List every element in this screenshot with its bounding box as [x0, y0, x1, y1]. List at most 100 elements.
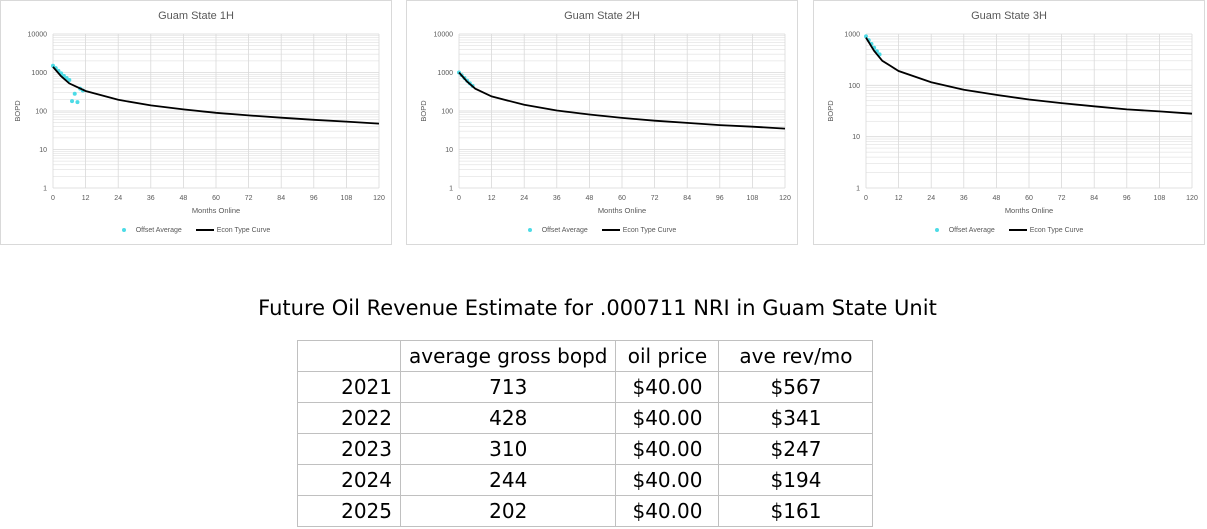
- x-tick-label: 84: [683, 195, 691, 202]
- y-tick-label: 10000: [28, 32, 48, 39]
- x-tick-label: 0: [457, 195, 461, 202]
- x-tick-label: 72: [651, 195, 659, 202]
- y-tick-label: 10: [852, 134, 860, 141]
- report-title: Future Oil Revenue Estimate for .000711 …: [258, 296, 937, 320]
- y-tick-label: 100: [35, 109, 47, 116]
- legend-item-econ: Econ Type Curve: [195, 227, 270, 234]
- table-row: 2023 310 $40.00 $247: [297, 433, 874, 465]
- legend-item-econ: Econ Type Curve: [601, 227, 676, 234]
- x-tick-label: 36: [147, 195, 155, 202]
- table-header-bopd: average gross bopd: [399, 340, 617, 372]
- y-axis-label: BOPD: [13, 100, 22, 122]
- table-cell-bopd: 428: [399, 402, 617, 434]
- x-tick-label: 12: [82, 195, 90, 202]
- x-tick-label: 120: [1186, 195, 1198, 202]
- econ-type-curve-line: [458, 71, 786, 130]
- table-cell-year: 2023: [297, 433, 401, 465]
- legend-item-econ: Econ Type Curve: [1008, 227, 1084, 234]
- chart-title: Guam State 1H: [158, 10, 234, 22]
- table-cell-year: 2022: [297, 402, 401, 434]
- table-cell-bopd: 202: [399, 495, 617, 527]
- x-tick-label: 24: [520, 195, 528, 202]
- legend-label: Offset Average: [541, 227, 588, 234]
- table-cell-rev: $161: [718, 495, 874, 527]
- legend-dot-icon: [934, 228, 939, 233]
- x-tick-label: 120: [779, 195, 791, 202]
- econ-type-curve-line: [865, 37, 1193, 115]
- econ-type-curve-line: [52, 66, 380, 125]
- y-tick-label: 10: [445, 147, 453, 154]
- y-tick-label: 1: [856, 186, 860, 193]
- x-tick-label: 60: [618, 195, 626, 202]
- legend-item-offset: Offset Average: [121, 227, 182, 234]
- table-cell-price: $40.00: [615, 371, 720, 403]
- legend-label: Offset Average: [948, 227, 995, 234]
- x-tick-label: 12: [488, 195, 496, 202]
- y-axis-label: BOPD: [826, 100, 835, 122]
- table-cell-price: $40.00: [615, 402, 720, 434]
- x-tick-label: 12: [895, 195, 903, 202]
- y-tick-label: 1000: [437, 70, 453, 77]
- legend-line-icon: [195, 229, 214, 232]
- table-row: 2022 428 $40.00 $341: [297, 402, 874, 434]
- chart-panel-1h: Guam State 1H 0 12 24 36 48 60 72 84 96 108 120 1 10…: [0, 0, 392, 245]
- x-axis-label: Months Online: [192, 206, 240, 215]
- legend-item-offset: Offset Average: [527, 227, 588, 234]
- x-tick-label: 96: [310, 195, 318, 202]
- offset-average-point: [864, 34, 868, 39]
- x-tick-label: 84: [277, 195, 285, 202]
- y-tick-label: 1: [449, 186, 453, 193]
- decline-chart-2h: 0 12 24 36 48 60 72 84 96 108 120110100100010000Mo…: [419, 32, 791, 216]
- x-tick-label: 24: [927, 195, 935, 202]
- table-cell-rev: $247: [718, 433, 874, 465]
- table-cell-bopd: 244: [399, 464, 617, 496]
- x-tick-label: 108: [747, 195, 759, 202]
- y-axis-label: BOPD: [419, 100, 428, 122]
- table-header-price: oil price: [615, 340, 720, 372]
- x-tick-label: 96: [716, 195, 724, 202]
- chart-legend: Offset Average Econ Type Curve: [1, 227, 391, 234]
- y-tick-label: 10: [39, 147, 47, 154]
- x-tick-label: 36: [553, 195, 561, 202]
- offset-average-point: [67, 77, 72, 82]
- x-tick-label: 108: [341, 195, 353, 202]
- legend-item-offset: Offset Average: [934, 227, 995, 234]
- table-header-rev: ave rev/mo: [718, 340, 874, 372]
- y-tick-label: 1000: [31, 70, 47, 77]
- x-tick-label: 72: [245, 195, 253, 202]
- x-tick-label: 24: [114, 195, 122, 202]
- table-cell-year: 2024: [297, 464, 401, 496]
- revenue-table: average gross bopd oil price ave rev/mo …: [297, 340, 874, 527]
- table-cell-rev: $341: [718, 402, 874, 434]
- legend-label: Econ Type Curve: [1029, 227, 1084, 234]
- y-tick-label: 100: [848, 83, 860, 90]
- table-cell-rev: $194: [718, 464, 874, 496]
- offset-average-point: [75, 100, 80, 105]
- legend-label: Offset Average: [135, 227, 182, 234]
- chart-panel-3h: Guam State 3H 0 12 24 36 48 60 72 84 96 108 120 1 10…: [813, 0, 1205, 245]
- decline-chart-1h: 0 12 24 36 48 60 72 84 96 108 120110100100010000Mo…: [13, 32, 385, 216]
- legend-line-icon: [601, 229, 620, 232]
- chart-title: Guam State 3H: [971, 10, 1047, 22]
- chart-title: Guam State 2H: [564, 10, 640, 22]
- table-row: 2025 202 $40.00 $161: [297, 495, 874, 527]
- chart-legend: Offset Average Econ Type Curve: [407, 227, 797, 234]
- table-cell-year: 2025: [297, 495, 401, 527]
- legend-dot-icon: [527, 228, 532, 233]
- x-tick-label: 120: [373, 195, 385, 202]
- x-tick-label: 0: [51, 195, 55, 202]
- decline-chart-3h: 0 12 24 36 48 60 72 84 96 108 1201101001000Months …: [826, 32, 1198, 216]
- chart-legend: Offset Average Econ Type Curve: [814, 227, 1204, 234]
- table-cell-price: $40.00: [615, 464, 720, 496]
- x-axis-label: Months Online: [598, 206, 646, 215]
- x-tick-label: 60: [212, 195, 220, 202]
- table-cell-bopd: 310: [399, 433, 617, 465]
- offset-average-point: [72, 91, 77, 96]
- x-tick-label: 0: [864, 195, 868, 202]
- y-tick-label: 1000: [844, 32, 860, 39]
- table-cell-bopd: 713: [399, 371, 617, 403]
- table-cell-year: 2021: [297, 371, 401, 403]
- x-tick-label: 96: [1123, 195, 1131, 202]
- table-row: 2021 713 $40.00 $567: [297, 371, 874, 403]
- table-header-row: average gross bopd oil price ave rev/mo: [297, 340, 874, 372]
